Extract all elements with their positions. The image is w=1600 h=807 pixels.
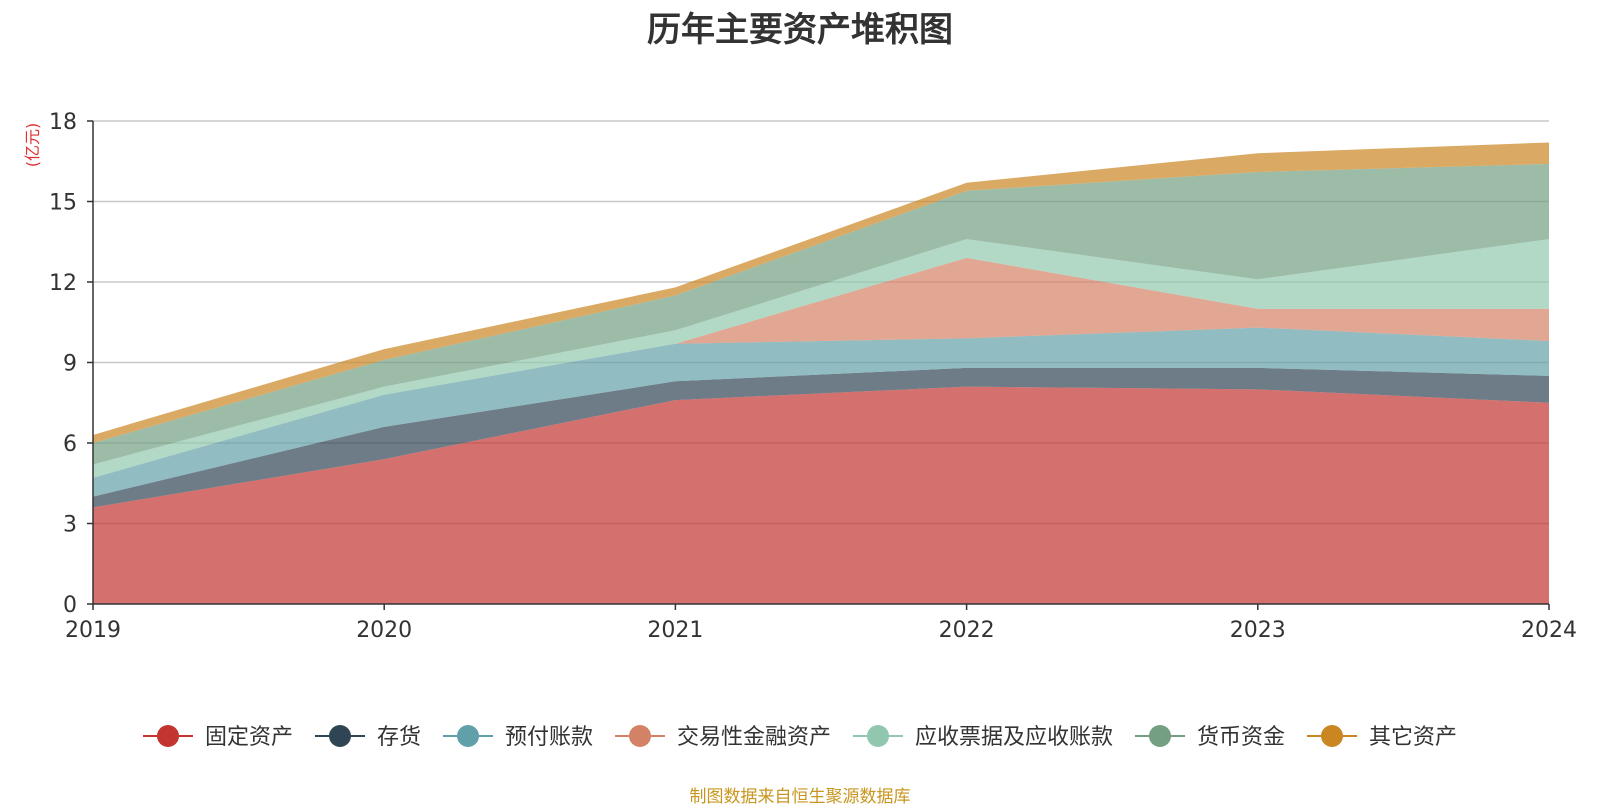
data-source-footer: 制图数据来自恒生聚源数据库	[689, 787, 911, 807]
y-tick-label: 9	[63, 352, 77, 377]
axes: 0 3 6 9 12 15 18 2019 2020 2021 2022 2023 2024	[49, 110, 1577, 643]
x-tick-label: 2019	[65, 618, 121, 643]
area-2	[93, 367, 1549, 508]
legend-item-4[interactable]: 交易性金融资产	[615, 725, 831, 750]
legend-label: 其它资产	[1369, 725, 1457, 750]
legend-circle-marker	[1321, 725, 1343, 747]
legend: 固定资产 存货 预付账款 交易性金融资产 应收票据及应收账款 货币资金 其它资产	[143, 725, 1457, 750]
legend-circle-marker	[157, 725, 179, 747]
legend-item-1[interactable]: 固定资产	[143, 725, 293, 750]
y-axis-unit-label: (亿元)	[23, 123, 42, 168]
legend-label: 应收票据及应收账款	[915, 725, 1113, 750]
legend-label: 固定资产	[205, 725, 293, 750]
area-6	[93, 163, 1549, 465]
y-tick-label: 18	[49, 110, 77, 135]
legend-item-7[interactable]: 其它资产	[1307, 725, 1457, 750]
legend-circle-marker	[1149, 725, 1171, 747]
x-tick-label: 2020	[356, 618, 412, 643]
area-4	[93, 257, 1549, 478]
chart-title: 历年主要资产堆积图	[647, 10, 953, 50]
legend-circle-marker	[457, 725, 479, 747]
y-tick-label: 6	[63, 432, 77, 457]
y-tick-label: 3	[63, 513, 77, 538]
legend-label: 存货	[377, 725, 421, 750]
area-1	[93, 386, 1549, 604]
area-layer	[93, 142, 1549, 604]
legend-item-3[interactable]: 预付账款	[443, 725, 593, 750]
legend-circle-marker	[867, 725, 889, 747]
legend-item-6[interactable]: 货币资金	[1135, 725, 1285, 750]
legend-label: 预付账款	[505, 725, 593, 750]
x-tick-label: 2024	[1521, 618, 1577, 643]
legend-circle-marker	[329, 725, 351, 747]
x-tick-label: 2021	[647, 618, 703, 643]
area-5	[93, 239, 1549, 478]
y-tick-label: 0	[63, 593, 77, 618]
area-3	[93, 327, 1549, 497]
y-tick-label: 12	[49, 271, 77, 296]
y-tick-label: 15	[49, 191, 77, 216]
legend-label: 交易性金融资产	[677, 725, 831, 750]
legend-label: 货币资金	[1197, 725, 1285, 750]
legend-item-2[interactable]: 存货	[315, 725, 421, 750]
x-tick-label: 2023	[1230, 618, 1286, 643]
x-tick-label: 2022	[939, 618, 995, 643]
legend-circle-marker	[629, 725, 651, 747]
legend-item-5[interactable]: 应收票据及应收账款	[853, 725, 1113, 750]
